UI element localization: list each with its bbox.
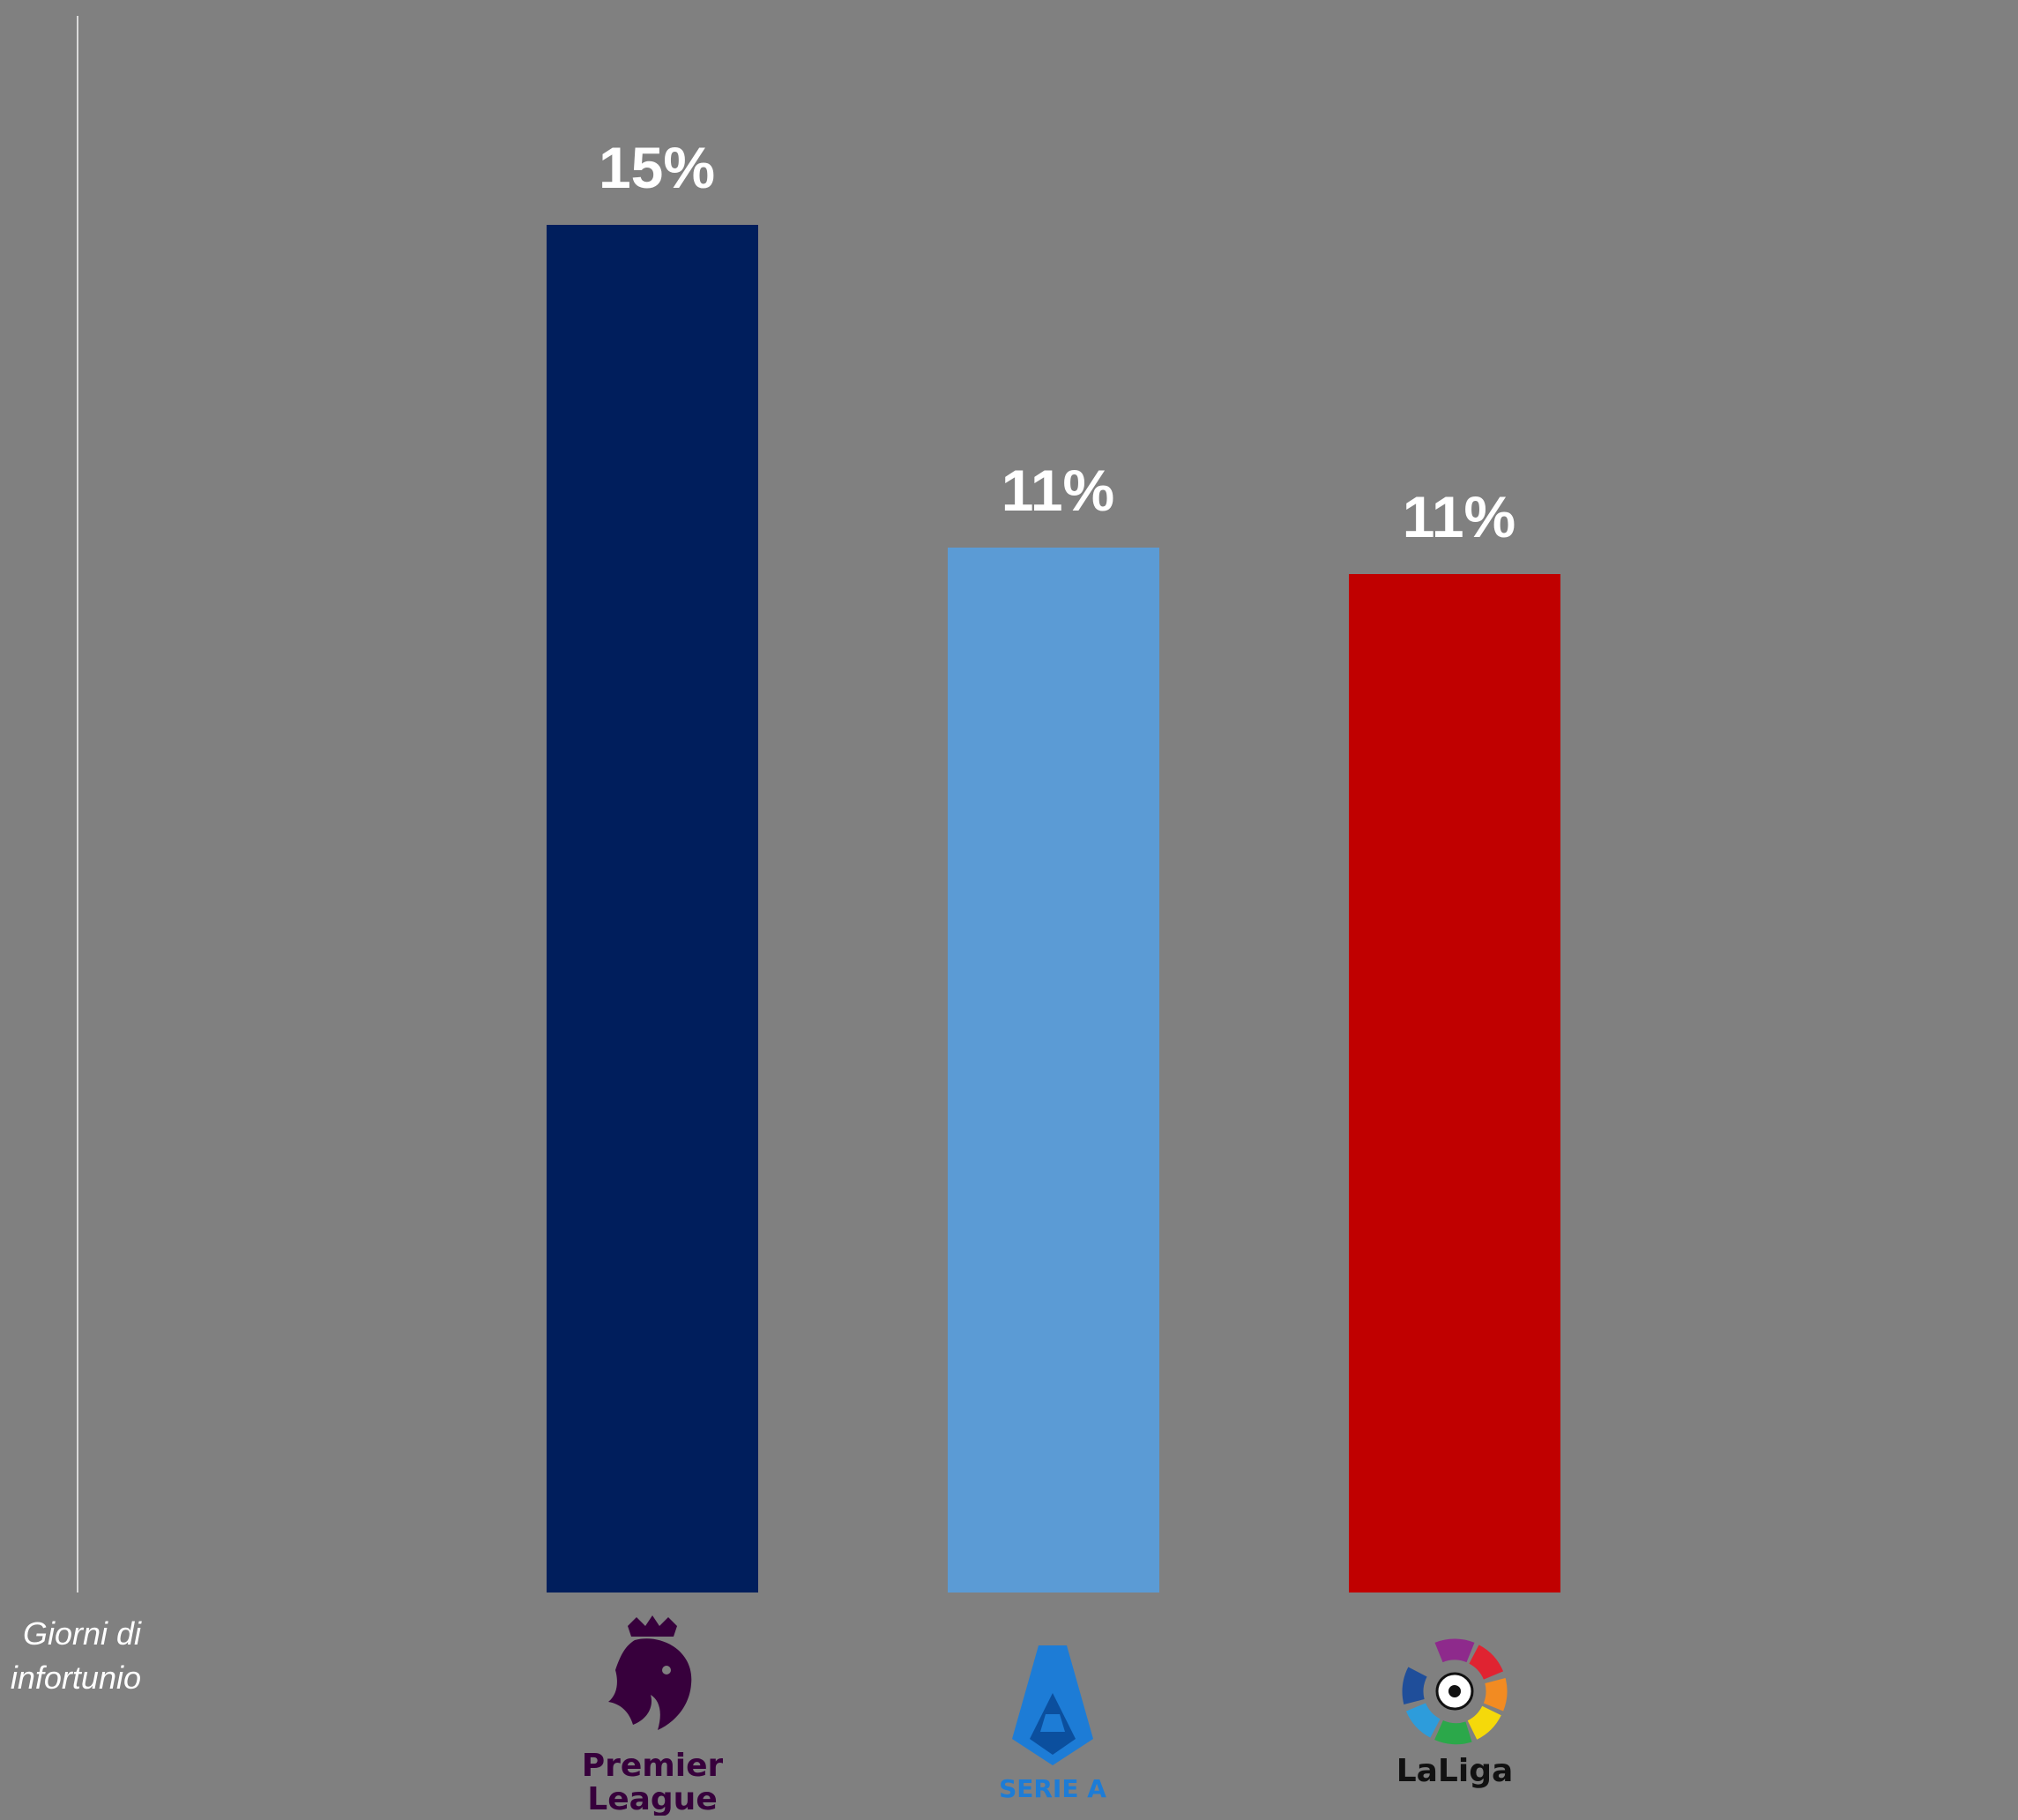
- premier-league-logo: Premier League: [582, 1615, 724, 1817]
- axis-label: Giorni di infortunio: [0, 1612, 141, 1700]
- value-label-premier-league: 15%: [599, 135, 715, 200]
- axis-label-line-2: infortunio: [10, 1660, 141, 1696]
- laliga-ball-icon: LaLiga: [1396, 1638, 1514, 1789]
- laliga-text: LaLiga: [1396, 1753, 1514, 1789]
- laliga-logo: LaLiga: [1389, 1633, 1521, 1792]
- bar-premier-league: [547, 225, 758, 1592]
- serie-a-shield-icon: SERIE A: [999, 1645, 1106, 1803]
- bar-serie-a: [948, 548, 1159, 1592]
- value-label-serie-a: 11%: [1002, 458, 1114, 523]
- bars-group: [547, 225, 1560, 1592]
- serie-a-logo: SERIE A: [994, 1640, 1111, 1803]
- premier-league-lion-icon: Premier League: [582, 1615, 724, 1817]
- premier-league-line2: League: [587, 1781, 717, 1816]
- axis-label-line-1: Giorni di: [22, 1615, 141, 1652]
- serie-a-text: SERIE A: [999, 1774, 1106, 1803]
- value-label-laliga: 11%: [1403, 484, 1515, 549]
- value-labels-group: 15% 11% 11%: [599, 135, 1515, 549]
- premier-league-line1: Premier: [582, 1748, 723, 1784]
- bar-laliga: [1349, 574, 1560, 1592]
